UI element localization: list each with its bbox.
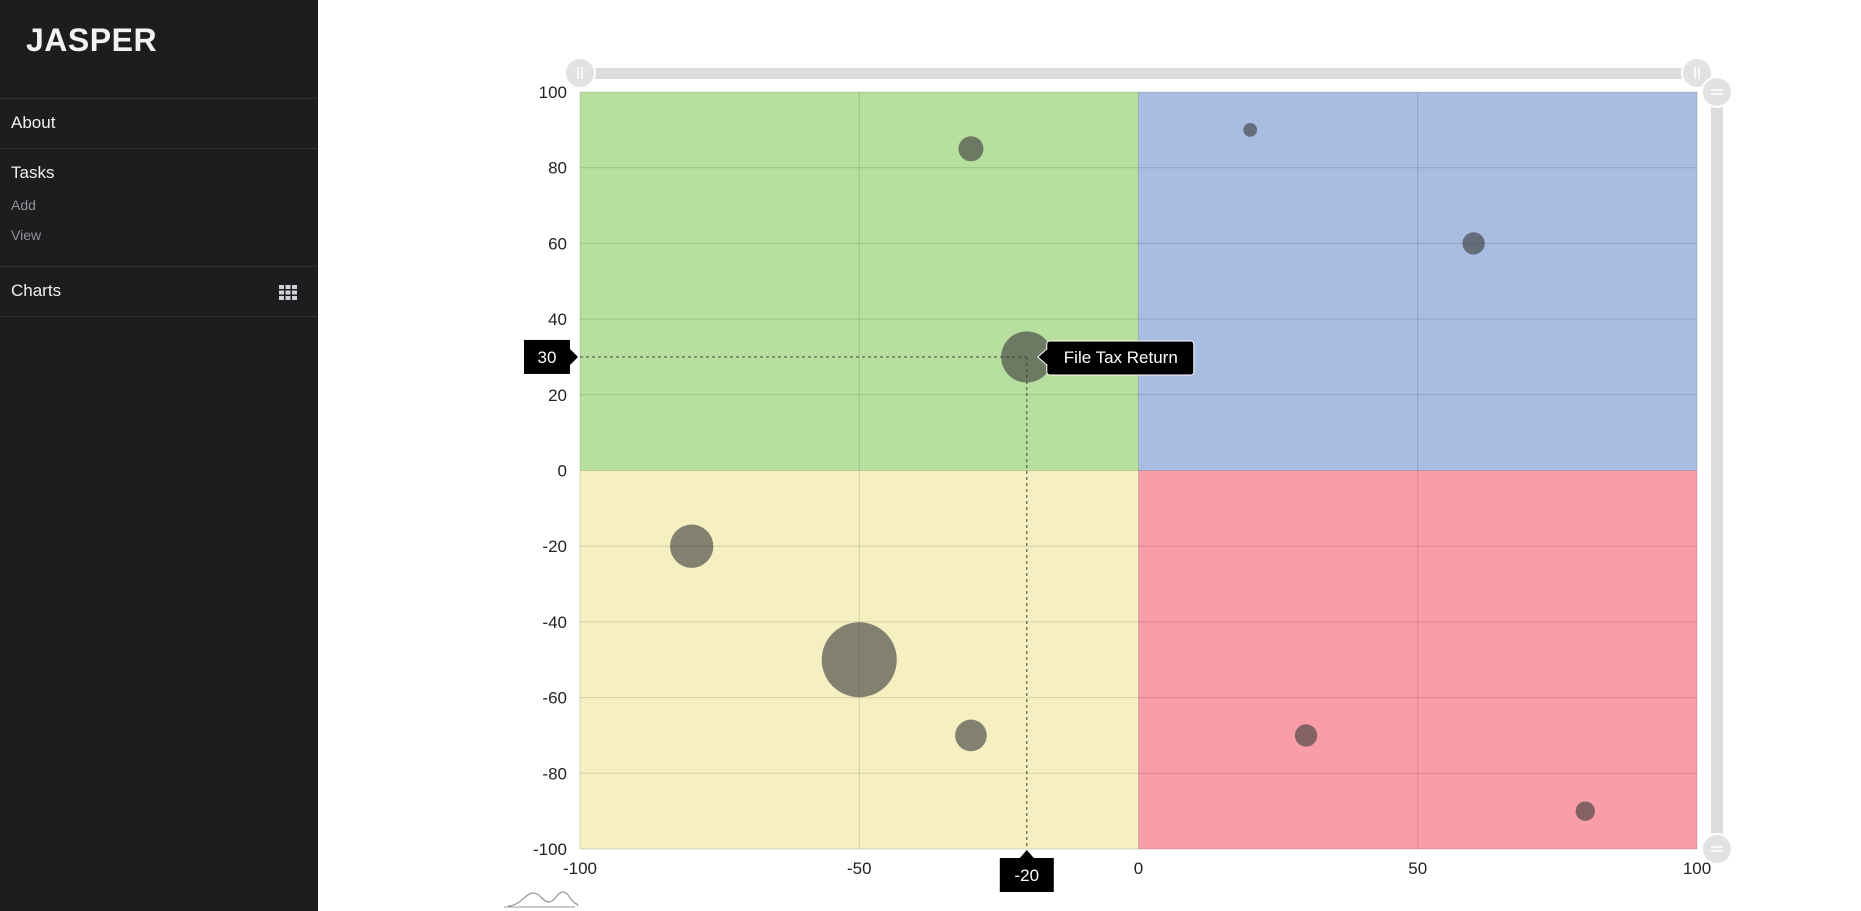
data-point[interactable] xyxy=(670,524,714,568)
sparkline-icon xyxy=(507,891,579,907)
x-range-slider-handle[interactable] xyxy=(1681,57,1713,89)
nav-subitem-add[interactable]: Add xyxy=(11,197,36,213)
nav-item-about[interactable]: About xyxy=(11,113,56,132)
x-tick-label: -50 xyxy=(847,859,872,878)
y-tick-label: -60 xyxy=(542,689,567,708)
data-point[interactable] xyxy=(1575,801,1595,821)
y-tick-label: 20 xyxy=(548,386,567,405)
nav-divider xyxy=(0,316,318,317)
x-tick-label: 50 xyxy=(1408,859,1427,878)
quadrant-bottom-right xyxy=(1138,470,1697,849)
data-point[interactable] xyxy=(958,136,984,162)
data-point[interactable] xyxy=(1294,724,1318,747)
nav-divider xyxy=(0,266,318,267)
nav-divider xyxy=(0,98,318,99)
x-tick-label: 100 xyxy=(1683,859,1711,878)
y-range-slider-handle[interactable] xyxy=(1701,833,1733,865)
quadrant-top-right xyxy=(1138,92,1697,471)
y-tick-label: 80 xyxy=(548,159,567,178)
y-tick-label: 40 xyxy=(548,310,567,329)
x-range-slider-track[interactable] xyxy=(580,68,1697,79)
nav-item-tasks[interactable]: Tasks xyxy=(11,163,55,182)
y-value-tag xyxy=(524,339,570,374)
nav-divider xyxy=(0,148,318,149)
tooltip-arrow-joint xyxy=(1045,349,1048,364)
y-tick-label: -40 xyxy=(542,613,567,632)
grid-icon[interactable] xyxy=(279,285,297,300)
y-tick-label: 100 xyxy=(539,83,567,102)
x-tick-label: -100 xyxy=(563,859,597,878)
y-tick-label: -20 xyxy=(542,537,567,556)
brand-logo[interactable]: JASPER xyxy=(26,22,158,58)
y-tick-label: -80 xyxy=(542,764,567,783)
data-point[interactable] xyxy=(955,719,987,752)
quadrant-top-left xyxy=(580,92,1139,471)
data-point[interactable] xyxy=(1001,331,1053,383)
x-range-slider-handle[interactable] xyxy=(564,57,596,89)
nav-subitem-view[interactable]: View xyxy=(11,227,42,243)
y-tick-label: -100 xyxy=(533,840,567,859)
data-point[interactable] xyxy=(821,622,897,698)
y-range-slider-track[interactable] xyxy=(1711,92,1723,849)
x-value-tag xyxy=(999,858,1054,892)
data-point[interactable] xyxy=(1243,123,1258,137)
tooltip-label: File Tax Return xyxy=(1064,348,1178,367)
x-value-label: -20 xyxy=(1015,866,1040,885)
y-value-tag-arrow xyxy=(570,348,578,365)
x-tick-label: 0 xyxy=(1134,859,1143,878)
y-value-label: 30 xyxy=(538,348,557,367)
x-value-tag-arrow xyxy=(1019,850,1034,858)
data-point[interactable] xyxy=(1462,232,1485,255)
sidebar: JASPER About Tasks Add View Charts xyxy=(0,0,318,911)
nav-item-charts[interactable]: Charts xyxy=(11,281,62,300)
y-range-slider-handle[interactable] xyxy=(1701,76,1733,108)
y-tick-label: 60 xyxy=(548,234,567,253)
y-tick-label: 0 xyxy=(558,462,567,481)
